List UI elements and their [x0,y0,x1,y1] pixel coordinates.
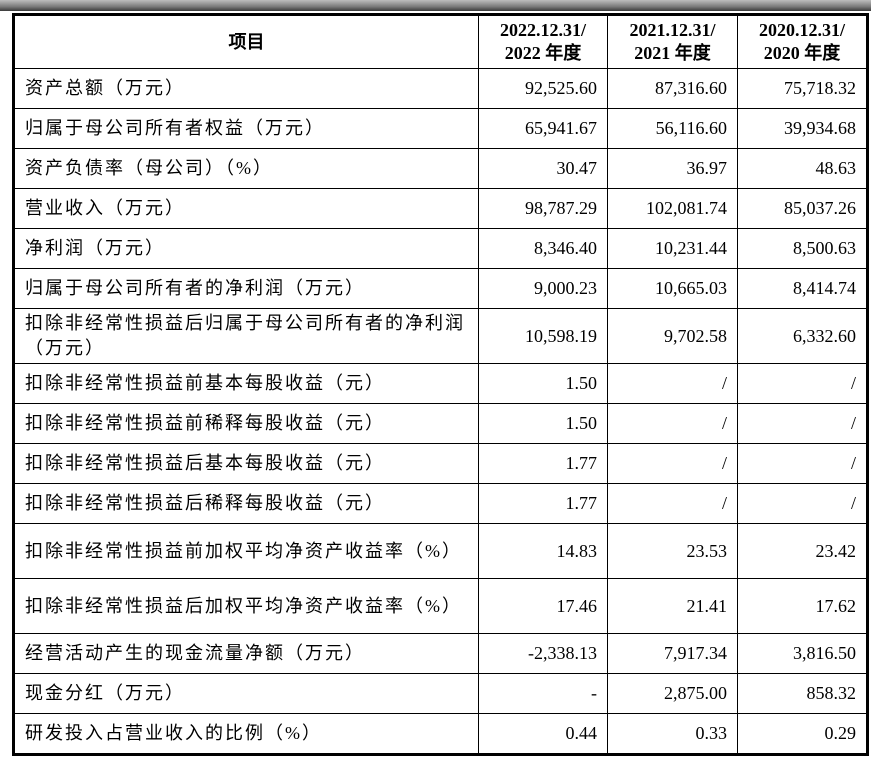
header-2022: 2022.12.31/2022 年度 [478,14,608,69]
table-row: 研发投入占营业收入的比例（%） 0.44 0.33 0.29 [13,713,868,755]
table-row: 扣除非经常性损益后加权平均净资产收益率（%） 17.46 21.41 17.62 [13,578,868,634]
row-label: 现金分红（万元） [13,673,479,714]
table-row: 归属于母公司所有者的净利润（万元） 9,000.23 10,665.03 8,414.… [13,268,868,309]
row-label: 归属于母公司所有者权益（万元） [13,108,479,149]
value-2020: 23.42 [737,523,868,579]
row-label: 扣除非经常性损益前基本每股收益（元） [13,363,479,404]
value-2022: 9,000.23 [478,268,608,309]
value-2022: 65,941.67 [478,108,608,149]
table-row: 资产负债率（母公司）（%） 30.47 36.97 48.63 [13,148,868,189]
value-2022: 10,598.19 [478,308,608,364]
row-label: 扣除非经常性损益前加权平均净资产收益率（%） [13,523,479,579]
value-2022: 8,346.40 [478,228,608,269]
table-row: 现金分红（万元） -2,875.00 858.32 [13,673,868,714]
value-2022: 0.44 [478,713,608,755]
financial-indicators-table: 项目 2022.12.31/2022 年度 2021.12.31/2021 年度… [12,13,869,756]
value-2021: 10,665.03 [607,268,738,309]
table-row: 营业收入（万元） 98,787.29 102,081.74 85,037.26 [13,188,868,229]
value-2022: 98,787.29 [478,188,608,229]
row-label: 扣除非经常性损益后稀释每股收益（元） [13,483,479,524]
value-2020: 8,500.63 [737,228,868,269]
header-item: 项目 [13,14,479,69]
row-label: 研发投入占营业收入的比例（%） [13,713,479,755]
value-2022: -2,338.13 [478,633,608,674]
table-row: 扣除非经常性损益后归属于母公司所有者的净利润（万元） 10,598.19 9,702… [13,308,868,364]
value-2020: 8,414.74 [737,268,868,309]
value-2022: 92,525.60 [478,68,608,109]
table-row: 扣除非经常性损益后基本每股收益（元） 1.77// [13,443,868,484]
header-2021: 2021.12.31/2021 年度 [607,14,738,69]
value-2020: / [737,443,868,484]
table-row: 资产总额（万元） 92,525.60 87,316.60 75,718.32 [13,68,868,109]
value-2020: 75,718.32 [737,68,868,109]
table-row: 扣除非经常性损益前稀释每股收益（元） 1.50// [13,403,868,444]
value-2020: 39,934.68 [737,108,868,149]
row-label: 扣除非经常性损益后基本每股收益（元） [13,443,479,484]
value-2021: / [607,483,738,524]
row-label: 资产负债率（母公司）（%） [13,148,479,189]
value-2020: 0.29 [737,713,868,755]
value-2021: 36.97 [607,148,738,189]
table-row: 扣除非经常性损益前加权平均净资产收益率（%） 14.83 23.53 23.42 [13,523,868,579]
value-2021: 7,917.34 [607,633,738,674]
header-row: 项目 2022.12.31/2022 年度 2021.12.31/2021 年度… [13,14,868,69]
value-2022: 1.50 [478,363,608,404]
table-row: 扣除非经常性损益前基本每股收益（元） 1.50// [13,363,868,404]
value-2021: 21.41 [607,578,738,634]
value-2021: / [607,363,738,404]
row-label: 归属于母公司所有者的净利润（万元） [13,268,479,309]
value-2020: 48.63 [737,148,868,189]
value-2021: 102,081.74 [607,188,738,229]
value-2020: 6,332.60 [737,308,868,364]
value-2021: 10,231.44 [607,228,738,269]
row-label: 经营活动产生的现金流量净额（万元） [13,633,479,674]
value-2021: 0.33 [607,713,738,755]
value-2021: 87,316.60 [607,68,738,109]
row-label: 资产总额（万元） [13,68,479,109]
value-2021: 2,875.00 [607,673,738,714]
value-2021: 56,116.60 [607,108,738,149]
value-2020: 3,816.50 [737,633,868,674]
value-2021: / [607,403,738,444]
value-2022: 14.83 [478,523,608,579]
value-2022: 1.50 [478,403,608,444]
value-2020: 17.62 [737,578,868,634]
row-label: 扣除非经常性损益前稀释每股收益（元） [13,403,479,444]
row-label: 营业收入（万元） [13,188,479,229]
value-2020: 858.32 [737,673,868,714]
value-2022: - [478,673,608,714]
header-2020: 2020.12.31/2020 年度 [737,14,868,69]
value-2022: 1.77 [478,483,608,524]
value-2020: / [737,403,868,444]
row-label: 扣除非经常性损益后归属于母公司所有者的净利润（万元） [13,308,479,364]
value-2022: 17.46 [478,578,608,634]
value-2022: 1.77 [478,443,608,484]
value-2020: 85,037.26 [737,188,868,229]
row-label: 净利润（万元） [13,228,479,269]
row-label: 扣除非经常性损益后加权平均净资产收益率（%） [13,578,479,634]
table-row: 归属于母公司所有者权益（万元） 65,941.67 56,116.60 39,934.… [13,108,868,149]
value-2020: / [737,363,868,404]
value-2021: 9,702.58 [607,308,738,364]
table-row: 净利润（万元） 8,346.40 10,231.44 8,500.63 [13,228,868,269]
viewer-top-bar [0,0,871,11]
value-2022: 30.47 [478,148,608,189]
table-row: 扣除非经常性损益后稀释每股收益（元） 1.77// [13,483,868,524]
value-2021: / [607,443,738,484]
value-2021: 23.53 [607,523,738,579]
table-row: 经营活动产生的现金流量净额（万元） -2,338.13 7,917.34 3,816.… [13,633,868,674]
value-2020: / [737,483,868,524]
